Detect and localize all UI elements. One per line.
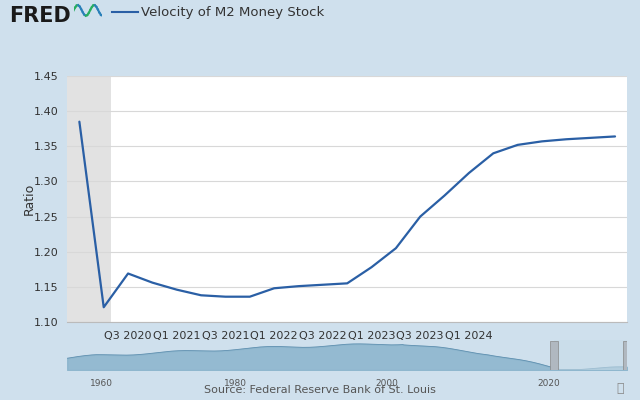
Text: 2020: 2020 xyxy=(538,379,561,388)
Y-axis label: Ratio: Ratio xyxy=(23,183,36,215)
Bar xyxy=(623,341,631,370)
Text: 1980: 1980 xyxy=(224,379,247,388)
Text: FRED: FRED xyxy=(10,6,71,26)
Text: 1960: 1960 xyxy=(90,379,113,388)
Bar xyxy=(554,340,627,370)
Text: ⛶: ⛶ xyxy=(616,382,624,395)
Text: Source: Federal Reserve Bank of St. Louis: Source: Federal Reserve Bank of St. Loui… xyxy=(204,385,436,395)
Text: Velocity of M2 Money Stock: Velocity of M2 Money Stock xyxy=(141,6,324,19)
Bar xyxy=(67,76,111,322)
Bar xyxy=(550,341,558,370)
Text: 2000: 2000 xyxy=(375,379,398,388)
